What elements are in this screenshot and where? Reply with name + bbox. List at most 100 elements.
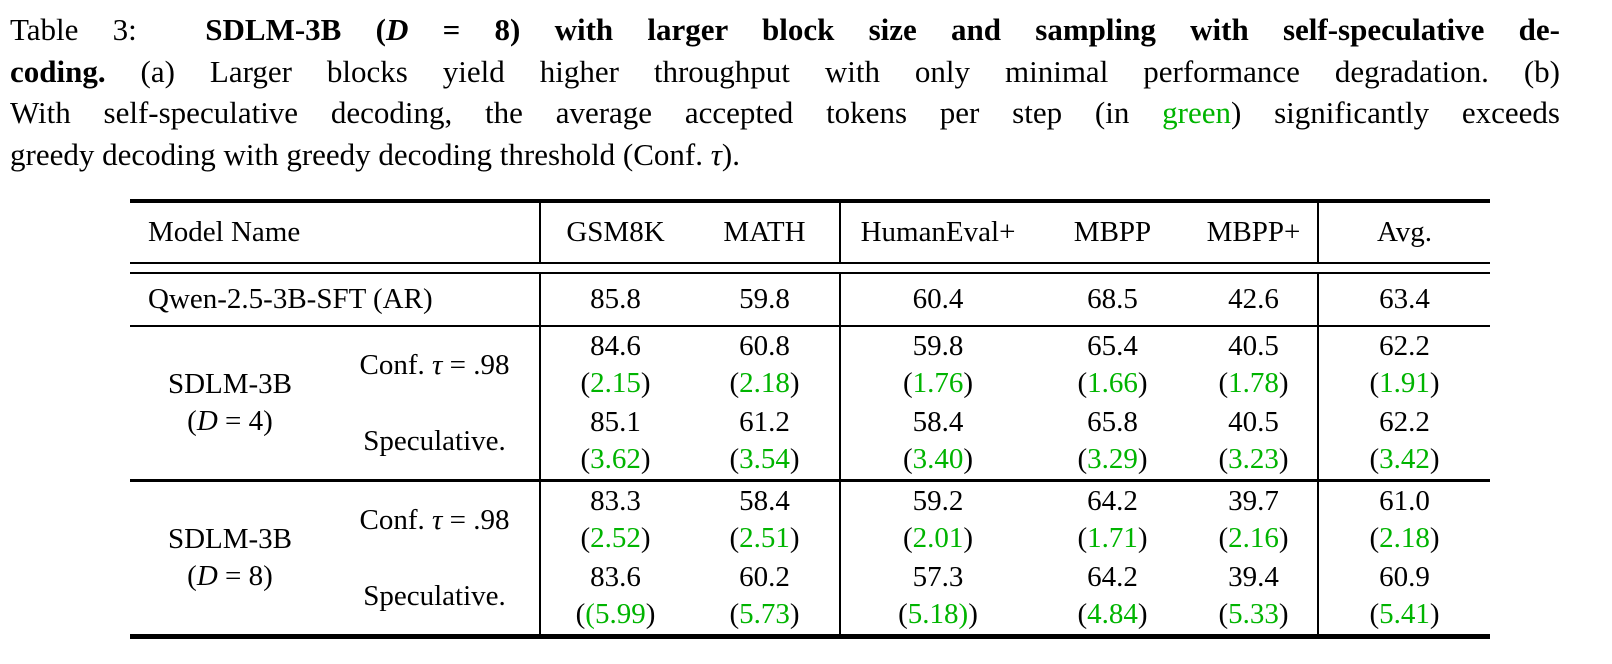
text-segment: Conf. [359, 503, 432, 536]
accepted-tokens-value: (1.91) [1319, 365, 1490, 402]
double-rule-gap [130, 263, 1490, 274]
row-group-sdlm-d8: SDLM-3B (D = 8) [130, 481, 330, 637]
accepted-tokens-value: (2.18) [1319, 520, 1490, 557]
score-value: 40.5 [1228, 406, 1279, 438]
caption-line-1: Table 3: SDLM-3B (D = 8) with larger blo… [10, 9, 1560, 51]
metric-cell: 57.3 (5.18)) [839, 558, 1035, 637]
text-segment: Speculative. [363, 579, 506, 612]
paren: ) [789, 598, 800, 630]
score-value: 64.2 [1087, 561, 1138, 593]
metric-cell: 59.8 [690, 273, 840, 327]
metric-cell: 42.6 [1190, 273, 1318, 327]
paren: ( [1369, 443, 1380, 475]
paren: ( [729, 522, 740, 554]
paren: ) [1278, 598, 1289, 630]
accepted-tokens-number: 5.73 [739, 598, 790, 630]
accepted-tokens-number: 5.41 [1379, 598, 1430, 630]
metric-cell: 62.2 (1.91) [1317, 326, 1490, 403]
score-value: 61.2 [739, 406, 790, 438]
accepted-tokens-number: 2.18 [739, 367, 790, 399]
score-value: 84.6 [590, 330, 641, 362]
paren: ) [1429, 522, 1440, 554]
paren: ( [1218, 443, 1229, 475]
header-row: Model Name GSM8K MATH HumanEval+ MBPP MB… [130, 201, 1490, 264]
table-caption: Table 3: SDLM-3B (D = 8) with larger blo… [0, 0, 1574, 175]
paren: ) [1429, 367, 1440, 399]
score-value: 57.3 [912, 561, 964, 593]
metric-cell: 61.2 (3.54) [690, 403, 840, 482]
text-segment: green [1162, 95, 1231, 130]
accepted-tokens-value: (3.54) [690, 441, 839, 478]
row-label-speculative: Speculative. [330, 558, 540, 637]
text-segment: τ [710, 136, 722, 172]
accepted-tokens-number: 4.84 [1087, 598, 1138, 630]
score-value: 83.6 [590, 561, 641, 593]
table-row: Speculative. 83.6 ((5.99) 60.2 (5.73) 57.3 (5… [130, 558, 1490, 637]
text-segment: D [196, 405, 218, 437]
accepted-tokens-value: (1.78) [1190, 365, 1317, 402]
metric-cell: 83.6 ((5.99) [539, 558, 690, 637]
score-value: 58.4 [912, 406, 964, 438]
accepted-tokens-value: (3.29) [1035, 441, 1190, 478]
paren: ) [1278, 522, 1289, 554]
score-value: 65.8 [1087, 406, 1138, 438]
group-name: SDLM-3B [167, 523, 293, 555]
accepted-tokens-number: 1.66 [1087, 367, 1138, 399]
metric-cell: 65.4 (1.66) [1035, 326, 1190, 403]
text-segment: greedy decoding with greedy decoding thr… [10, 136, 711, 172]
paren: ( [575, 598, 586, 630]
paren: ( [1369, 598, 1380, 630]
text-segment: τ [432, 503, 443, 536]
row-label-qwen: Qwen-2.5-3B-SFT (AR) [130, 273, 540, 327]
col-header-model-name: Model Name [130, 201, 540, 264]
accepted-tokens-number: 3.54 [739, 443, 790, 475]
score-value: 60.8 [739, 330, 790, 362]
paren: ( [1369, 367, 1380, 399]
text-segment: SDLM-3B ( [205, 12, 386, 47]
accepted-tokens-number: 1.78 [1228, 367, 1279, 399]
results-table-container: Model Name GSM8K MATH HumanEval+ MBPP MB… [130, 199, 1612, 639]
metric-cell: 59.8 (1.76) [839, 326, 1035, 403]
group-config: (D = 4) [130, 403, 330, 440]
paren: ( [902, 522, 913, 554]
score-value: 65.4 [1087, 330, 1138, 362]
accepted-tokens-number: 5.18) [907, 598, 969, 630]
text-segment: with larger block size and sampling with… [554, 12, 1560, 47]
accepted-tokens-value: (3.40) [841, 441, 1035, 478]
paren: ) [640, 367, 651, 399]
paren: ) [963, 367, 974, 399]
accepted-tokens-value: (2.15) [541, 365, 690, 402]
text-segment: ( [187, 560, 197, 592]
accepted-tokens-number: 5.33 [1228, 598, 1279, 630]
paren: ( [902, 443, 913, 475]
paren: ) [1429, 598, 1440, 630]
metric-cell: 60.8 (2.18) [690, 326, 840, 403]
accepted-tokens-number: 2.15 [590, 367, 641, 399]
paren: ( [580, 367, 591, 399]
text-segment: Speculative. [363, 424, 506, 457]
metric-cell: 64.2 (1.71) [1035, 481, 1190, 559]
text-segment: = .98 [442, 348, 510, 381]
caption-line-2: coding. (a) Larger blocks yield higher t… [10, 51, 1560, 93]
paren: ( [1077, 598, 1088, 630]
accepted-tokens-number: 3.23 [1228, 443, 1279, 475]
accepted-tokens-value: (3.62) [541, 441, 690, 478]
metric-cell: 64.2 (4.84) [1035, 558, 1190, 637]
text-segment: Conf. [359, 348, 432, 381]
metric-cell: 61.0 (2.18) [1317, 480, 1490, 558]
paren: ) [1137, 443, 1148, 475]
accepted-tokens-number: (5.99 [585, 598, 646, 630]
row-group-sdlm-d4: SDLM-3B (D = 4) [130, 326, 330, 482]
table-row: SDLM-3B (D = 4) Conf. τ = .98 84.6 (2.15)… [130, 326, 1490, 482]
score-value: 60.9 [1379, 561, 1430, 593]
paren: ( [580, 522, 591, 554]
metric-cell: 39.4 (5.33) [1190, 558, 1318, 637]
accepted-tokens-value: (4.84) [1035, 596, 1190, 633]
col-header-gsm8k: GSM8K [539, 201, 690, 264]
paren: ) [640, 443, 651, 475]
paren: ) [1278, 367, 1289, 399]
score-value: 61.0 [1379, 485, 1430, 517]
score-value: 59.8 [912, 330, 964, 362]
paren: ) [1278, 443, 1289, 475]
paren: ) [789, 522, 800, 554]
